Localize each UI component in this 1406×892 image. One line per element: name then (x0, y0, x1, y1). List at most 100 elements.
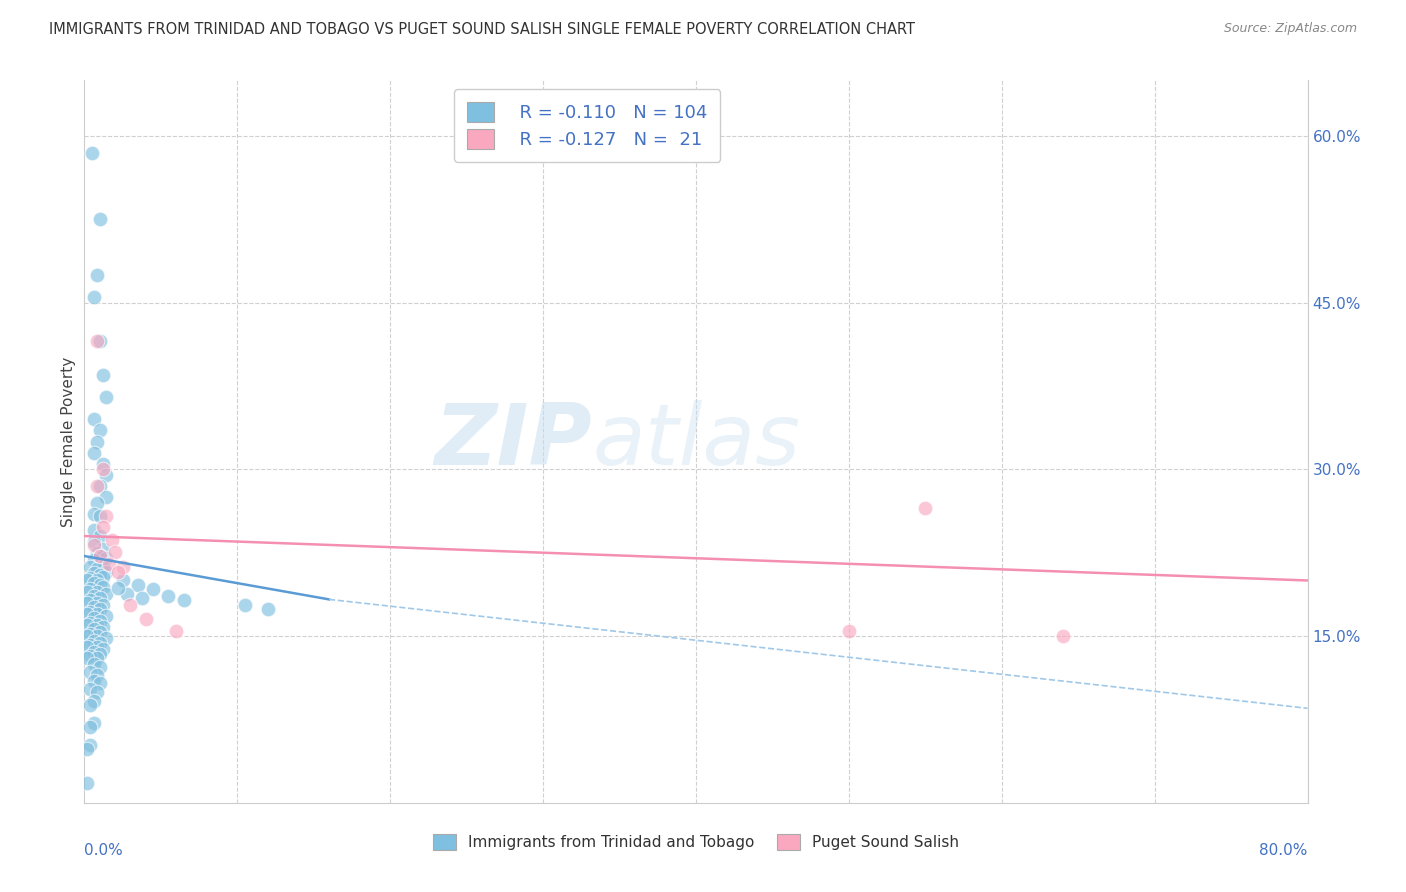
Point (83, 412, 105, 426)
Point (89, 591, 111, 606)
Point (86, 584, 108, 599)
Point (86, 334, 108, 349)
Text: 80.0%: 80.0% (1260, 843, 1308, 857)
Point (83, 589, 105, 603)
Point (91, 559, 114, 574)
Point (91, 598, 114, 612)
Point (79, 682, 101, 697)
Point (89, 568, 111, 582)
Point (173, 593, 195, 607)
Point (89, 578, 111, 592)
Point (89, 529, 111, 543)
Point (79, 698, 101, 712)
Point (89, 479, 111, 493)
Point (233, 598, 256, 612)
Point (914, 501, 936, 516)
Point (76, 776, 98, 790)
Point (76, 618, 98, 632)
Point (76, 607, 98, 621)
Point (86, 479, 108, 493)
Point (91, 542, 114, 557)
Point (111, 574, 134, 588)
Point (79, 720, 101, 734)
Point (83, 538, 105, 552)
Point (86, 562, 108, 576)
Point (94, 467, 117, 482)
Point (89, 508, 111, 523)
Point (76, 584, 98, 599)
Point (83, 575, 105, 590)
Point (115, 587, 138, 601)
Point (107, 565, 129, 579)
Point (89, 647, 111, 661)
Point (79, 665, 101, 679)
Point (86, 651, 108, 665)
Point (89, 602, 111, 616)
Point (91, 620, 114, 634)
Point (86, 607, 108, 621)
Point (94, 390, 117, 404)
Point (94, 508, 117, 523)
Point (89, 424, 111, 438)
Point (142, 582, 165, 597)
Point (79, 615, 101, 630)
Point (76, 596, 98, 610)
Y-axis label: Single Female Poverty: Single Female Poverty (60, 357, 76, 526)
Point (76, 742, 98, 756)
Point (89, 675, 111, 690)
Point (86, 684, 108, 698)
Point (86, 596, 108, 610)
Point (86, 574, 108, 588)
Point (89, 660, 111, 674)
Point (157, 589, 180, 603)
Point (120, 598, 142, 612)
Point (79, 627, 101, 641)
Point (76, 574, 98, 588)
Point (101, 533, 124, 548)
Point (83, 657, 105, 671)
Point (83, 715, 105, 730)
Point (83, 633, 105, 648)
Point (91, 570, 114, 584)
Legend: Immigrants from Trinidad and Tobago, Puget Sound Salish: Immigrants from Trinidad and Tobago, Pug… (426, 828, 966, 856)
Point (83, 534, 105, 549)
Point (79, 638, 101, 652)
Point (127, 578, 149, 592)
Point (83, 524, 105, 538)
Point (94, 632, 117, 646)
Point (86, 434, 108, 449)
Point (83, 623, 105, 637)
Point (89, 636, 111, 650)
Point (83, 611, 105, 625)
Point (838, 624, 860, 638)
Point (86, 496, 108, 510)
Text: 0.0%: 0.0% (84, 843, 124, 857)
Point (94, 609, 117, 624)
Point (257, 602, 280, 616)
Point (104, 544, 127, 558)
Point (79, 560, 101, 574)
Point (86, 268, 108, 282)
Point (1052, 629, 1074, 643)
Point (111, 560, 134, 574)
Point (76, 629, 98, 643)
Point (79, 593, 101, 607)
Point (79, 738, 101, 752)
Point (107, 581, 129, 595)
Text: Source: ZipAtlas.com: Source: ZipAtlas.com (1223, 22, 1357, 36)
Point (165, 624, 187, 638)
Point (79, 582, 101, 597)
Point (86, 618, 108, 632)
Text: ZIP: ZIP (434, 400, 592, 483)
Point (83, 507, 105, 521)
Point (79, 649, 101, 664)
Text: IMMIGRANTS FROM TRINIDAD AND TOBAGO VS PUGET SOUND SALISH SINGLE FEMALE POVERTY : IMMIGRANTS FROM TRINIDAD AND TOBAGO VS P… (49, 22, 915, 37)
Point (76, 651, 98, 665)
Point (89, 557, 111, 571)
Point (91, 368, 114, 382)
Point (83, 673, 105, 688)
Point (135, 612, 157, 626)
Point (89, 624, 111, 639)
Point (83, 693, 105, 707)
Point (91, 520, 114, 534)
